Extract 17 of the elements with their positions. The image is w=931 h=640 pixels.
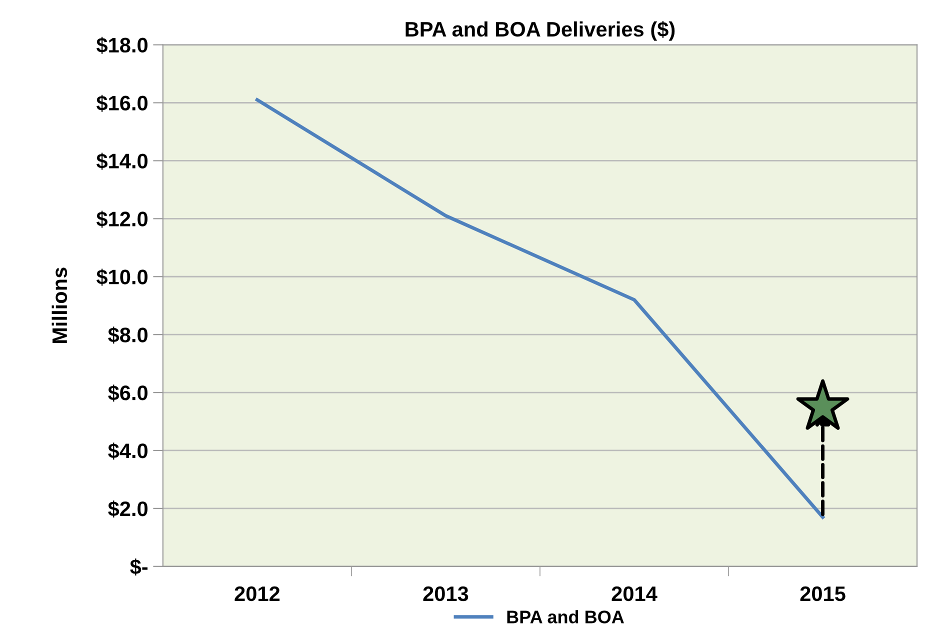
y-tick-label: $10.0 <box>96 268 148 286</box>
y-tick-label: $4.0 <box>108 442 148 460</box>
y-tick-label: $6.0 <box>108 384 148 402</box>
chart-title: BPA and BOA Deliveries ($) <box>406 21 675 41</box>
legend-label: BPA and BOA <box>507 610 624 624</box>
y-tick-label: $2.0 <box>108 500 148 518</box>
y-tick-label: $14.0 <box>96 152 148 170</box>
x-tick-label: 2013 <box>423 586 468 602</box>
y-axis-title: Millions <box>52 268 68 343</box>
x-tick-label: 2012 <box>234 586 280 602</box>
y-tick-label: $- <box>130 558 148 576</box>
x-tick-label: 2014 <box>612 586 658 602</box>
y-tick-label: $12.0 <box>96 210 148 228</box>
y-tick-label: $8.0 <box>108 326 148 344</box>
y-tick-label: $16.0 <box>96 94 148 112</box>
y-tick-label: $18.0 <box>96 36 148 54</box>
x-tick-label: 2015 <box>800 586 846 602</box>
